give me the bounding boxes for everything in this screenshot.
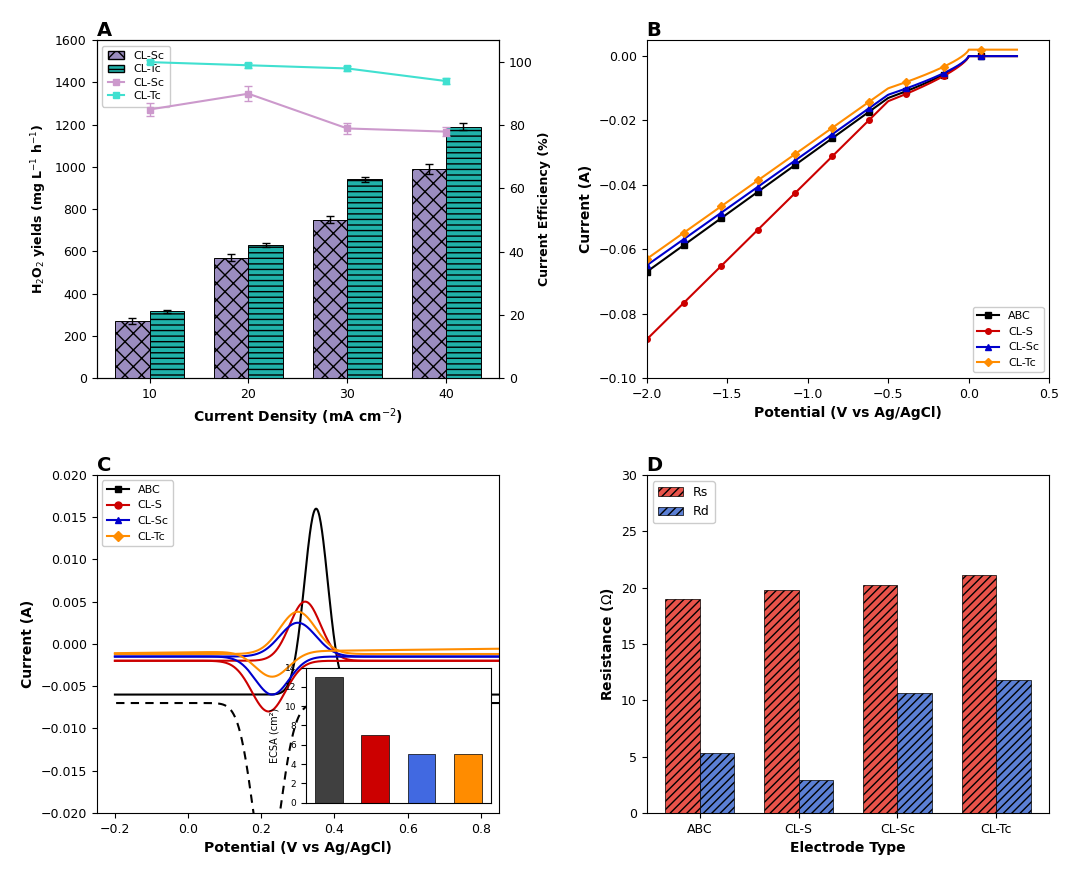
Bar <box>114 321 149 378</box>
Bar <box>411 169 446 378</box>
Bar <box>700 753 734 813</box>
Legend: ABC, CL-S, CL-Sc, CL-Tc: ABC, CL-S, CL-Sc, CL-Tc <box>973 307 1043 372</box>
Y-axis label: Current (A): Current (A) <box>21 600 35 688</box>
Line: CL-S: CL-S <box>644 53 1020 343</box>
CL-Tc <box>861 98 874 109</box>
X-axis label: Electrode Type: Electrode Type <box>791 841 906 855</box>
CL-Tc <box>840 112 853 123</box>
ABC <box>816 140 829 151</box>
Text: D: D <box>647 456 663 475</box>
ABC <box>819 138 832 149</box>
CL-S <box>1011 51 1024 61</box>
CL-Sc <box>840 118 853 129</box>
Text: A: A <box>96 21 111 39</box>
Y-axis label: Resistance ($\Omega$): Resistance ($\Omega$) <box>598 587 616 701</box>
Legend: ABC, CL-S, CL-Sc, CL-Tc: ABC, CL-S, CL-Sc, CL-Tc <box>103 480 173 546</box>
CL-Sc <box>640 260 653 271</box>
CL-S <box>962 51 975 61</box>
Bar <box>665 599 700 813</box>
Legend: CL-Sc, CL-Tc, CL-Sc, CL-Tc: CL-Sc, CL-Tc, CL-Sc, CL-Tc <box>103 46 170 107</box>
Y-axis label: Current Efficiency (%): Current Efficiency (%) <box>538 131 551 286</box>
CL-Sc <box>816 136 829 146</box>
ABC <box>962 51 975 61</box>
Text: C: C <box>96 456 111 475</box>
Line: ABC: ABC <box>644 53 1020 274</box>
X-axis label: Potential (V vs Ag/AgCl): Potential (V vs Ag/AgCl) <box>754 406 942 420</box>
CL-Sc <box>1011 51 1024 61</box>
CL-Tc <box>1002 45 1015 55</box>
Bar <box>446 127 481 378</box>
CL-Sc <box>962 51 975 61</box>
Line: CL-Sc: CL-Sc <box>644 53 1020 268</box>
CL-Tc <box>962 45 975 55</box>
Legend: Rs, Rd: Rs, Rd <box>653 481 715 523</box>
ABC <box>861 108 874 118</box>
Bar <box>897 694 932 813</box>
CL-Tc <box>819 128 832 138</box>
CL-S <box>819 159 832 169</box>
CL-Sc <box>1002 51 1015 61</box>
X-axis label: Potential (V vs Ag/AgCl): Potential (V vs Ag/AgCl) <box>204 841 392 855</box>
Y-axis label: H$_2$O$_2$ yields (mg L$^{-1}$ h$^{-1}$): H$_2$O$_2$ yields (mg L$^{-1}$ h$^{-1}$) <box>30 124 50 294</box>
Bar <box>863 585 897 813</box>
Bar <box>764 590 798 813</box>
CL-S <box>861 117 874 127</box>
ABC <box>1011 51 1024 61</box>
Bar <box>996 680 1031 813</box>
ABC <box>1002 51 1015 61</box>
CL-S <box>640 334 653 344</box>
ABC <box>640 266 653 277</box>
Bar <box>798 781 833 813</box>
Bar <box>348 180 382 378</box>
CL-Sc <box>819 134 832 145</box>
CL-Tc <box>640 254 653 265</box>
Line: CL-Tc: CL-Tc <box>644 47 1020 262</box>
Bar <box>214 258 248 378</box>
CL-Sc <box>861 104 874 115</box>
CL-S <box>840 137 853 147</box>
X-axis label: Current Density (mA cm$^{-2}$): Current Density (mA cm$^{-2}$) <box>193 406 403 427</box>
ABC <box>944 66 957 76</box>
CL-S <box>1002 51 1015 61</box>
CL-S <box>944 67 957 77</box>
CL-Tc <box>944 58 957 68</box>
CL-Sc <box>944 65 957 75</box>
Bar <box>248 245 283 378</box>
Bar <box>312 220 348 378</box>
Y-axis label: Current (A): Current (A) <box>579 165 593 253</box>
ABC <box>840 123 853 133</box>
CL-Tc <box>816 130 829 140</box>
Text: B: B <box>647 21 661 39</box>
Bar <box>149 312 184 378</box>
Bar <box>961 576 996 813</box>
CL-S <box>816 160 829 171</box>
CL-Tc <box>1011 45 1024 55</box>
